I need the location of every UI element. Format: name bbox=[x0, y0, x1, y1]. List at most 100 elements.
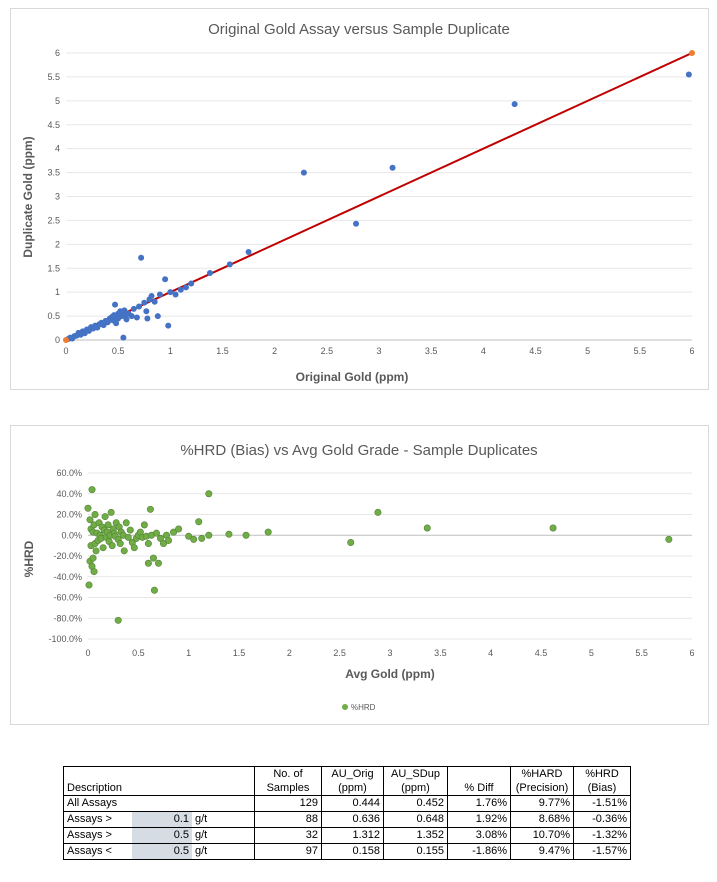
chart2-data-point bbox=[206, 532, 212, 538]
row-hrd: -1.57% bbox=[574, 844, 631, 860]
chart1-title: Original Gold Assay versus Sample Duplic… bbox=[208, 21, 510, 38]
chart2-legend-label: %HRD bbox=[351, 703, 376, 712]
chart2-x-ticks: 0 0.5 1 1.5 2 2.5 3 3.5 4 4.5 5 5.5 6 bbox=[85, 648, 694, 658]
chart1-data-point bbox=[138, 255, 144, 261]
chart1-data-point bbox=[144, 315, 150, 321]
chart2-x-tick-label: 1.5 bbox=[233, 648, 246, 658]
row-hard: 8.68% bbox=[511, 812, 574, 828]
chart1-data-point bbox=[120, 335, 126, 341]
chart2-y-tick-label: 0.0% bbox=[61, 530, 82, 540]
chart2-data-point bbox=[666, 536, 672, 542]
chart1-data-point bbox=[155, 313, 161, 319]
row-samples: 88 bbox=[255, 812, 322, 828]
chart1-y-axis-label: Duplicate Gold (ppm) bbox=[21, 136, 35, 257]
chart2-data-point bbox=[108, 509, 114, 515]
chart2-x-tick-label: 4 bbox=[488, 648, 493, 658]
chart2-data-point bbox=[206, 491, 212, 497]
chart2-x-tick-label: 2.5 bbox=[333, 648, 346, 658]
row-samples: 129 bbox=[255, 796, 322, 812]
chart1-x-tick-label: 5 bbox=[585, 346, 590, 356]
row-au-sdup: 0.155 bbox=[384, 844, 448, 860]
header-diff: % Diff bbox=[448, 767, 511, 796]
chart2-title: %HRD (Bias) vs Avg Gold Grade - Sample D… bbox=[180, 442, 537, 459]
header-hard-line2: (Precision) bbox=[516, 782, 569, 794]
chart1-y-tick-label: 3.5 bbox=[47, 168, 60, 178]
chart2-x-tick-label: 5 bbox=[589, 648, 594, 658]
header-samples-line2: Samples bbox=[267, 782, 310, 794]
table-row: Assays < 0.5 g/t 97 0.158 0.155 -1.86% 9… bbox=[64, 844, 631, 860]
chart2-data-point bbox=[141, 522, 147, 528]
chart1-y-tick-label: 2 bbox=[55, 239, 60, 249]
chart2-legend-marker bbox=[342, 704, 348, 710]
chart2-y-tick-label: -20.0% bbox=[53, 551, 82, 561]
chart1-data-point bbox=[141, 300, 147, 306]
chart1-x-tick-label: 6 bbox=[689, 346, 694, 356]
row-au-sdup: 0.648 bbox=[384, 812, 448, 828]
chart2-x-tick-label: 0 bbox=[85, 648, 90, 658]
chart1-data-point bbox=[129, 313, 135, 319]
chart2-y-ticks: 60.0% 40.0% 20.0% 0.0% -20.0% -40.0% -60.0% -80… bbox=[48, 468, 82, 644]
row-au-sdup: 1.352 bbox=[384, 828, 448, 844]
chart1-x-tick-label: 2 bbox=[272, 346, 277, 356]
chart1-data-point bbox=[689, 50, 695, 56]
chart1-data-point bbox=[686, 72, 692, 78]
chart1-x-tick-label: 1 bbox=[168, 346, 173, 356]
row-unit: g/t bbox=[192, 812, 255, 828]
chart2-data-point bbox=[115, 617, 121, 623]
row-threshold: 0.5 bbox=[132, 828, 192, 844]
chart2-data-point bbox=[191, 536, 197, 542]
row-label: All Assays bbox=[64, 796, 255, 812]
duplicate-scatter-chart: Original Gold Assay versus Sample Duplic… bbox=[10, 8, 709, 390]
chart2-y-tick-label: 20.0% bbox=[56, 510, 82, 520]
chart1-data-point bbox=[207, 270, 213, 276]
chart2-y-tick-label: -40.0% bbox=[53, 572, 82, 582]
chart2-y-tick-label: 60.0% bbox=[56, 468, 82, 478]
chart2-x-tick-label: 1 bbox=[186, 648, 191, 658]
chart1-y-tick-label: 4.5 bbox=[47, 120, 60, 130]
chart1-x-tick-label: 2.5 bbox=[321, 346, 334, 356]
chart2-data-point bbox=[91, 568, 97, 574]
chart1-data-point bbox=[183, 284, 189, 290]
chart1-data-point bbox=[136, 304, 142, 310]
table-header-row: Description No. of Samples AU_Orig (ppm) A… bbox=[64, 767, 631, 796]
chart1-y-tick-label: 0 bbox=[55, 335, 60, 345]
table-row: Assays > 0.1 g/t 88 0.636 0.648 1.92% 8.… bbox=[64, 812, 631, 828]
chart1-y-tick-label: 5 bbox=[55, 96, 60, 106]
chart2-data-point bbox=[85, 505, 91, 511]
chart2-data-point bbox=[165, 537, 171, 543]
chart2-data-point bbox=[127, 527, 133, 533]
row-hard: 9.47% bbox=[511, 844, 574, 860]
chart1-y-tick-label: 3 bbox=[55, 192, 60, 202]
row-diff: 1.92% bbox=[448, 812, 511, 828]
chart1-data-point bbox=[188, 281, 194, 287]
header-au-sdup-line2: (ppm) bbox=[401, 782, 430, 794]
chart1-data-point bbox=[134, 315, 140, 321]
duplicate-statistics-table: Description No. of Samples AU_Orig (ppm) A… bbox=[63, 766, 631, 860]
row-diff: -1.86% bbox=[448, 844, 511, 860]
row-au-orig: 0.444 bbox=[322, 796, 384, 812]
chart2-data-point bbox=[424, 525, 430, 531]
row-label: Assays < bbox=[64, 844, 133, 860]
chart1-data-point bbox=[165, 323, 171, 329]
chart1-y-tick-label: 5.5 bbox=[47, 72, 60, 82]
chart2-data-point bbox=[550, 525, 556, 531]
header-hrd: %HRD (Bias) bbox=[574, 767, 631, 796]
chart1-data-point bbox=[227, 261, 233, 267]
chart2-data-point bbox=[92, 511, 98, 517]
chart1-data-point bbox=[178, 287, 184, 293]
row-hard: 9.77% bbox=[511, 796, 574, 812]
chart2-data-point bbox=[265, 529, 271, 535]
chart1-y-tick-label: 1.5 bbox=[47, 263, 60, 273]
chart1-x-tick-label: 5.5 bbox=[634, 346, 647, 356]
chart2-data-point bbox=[93, 548, 99, 554]
chart1-data-point bbox=[512, 101, 518, 107]
chart1-data-point bbox=[353, 221, 359, 227]
chart2-x-tick-label: 2 bbox=[287, 648, 292, 658]
row-au-orig: 0.158 bbox=[322, 844, 384, 860]
chart1-y-tick-label: 2.5 bbox=[47, 215, 60, 225]
row-label: Assays > bbox=[64, 828, 133, 844]
chart1-data-point bbox=[63, 337, 69, 343]
chart1-data-point bbox=[152, 299, 158, 305]
header-hrd-line1: %HRD bbox=[585, 768, 619, 780]
chart1-data-point bbox=[131, 306, 137, 312]
